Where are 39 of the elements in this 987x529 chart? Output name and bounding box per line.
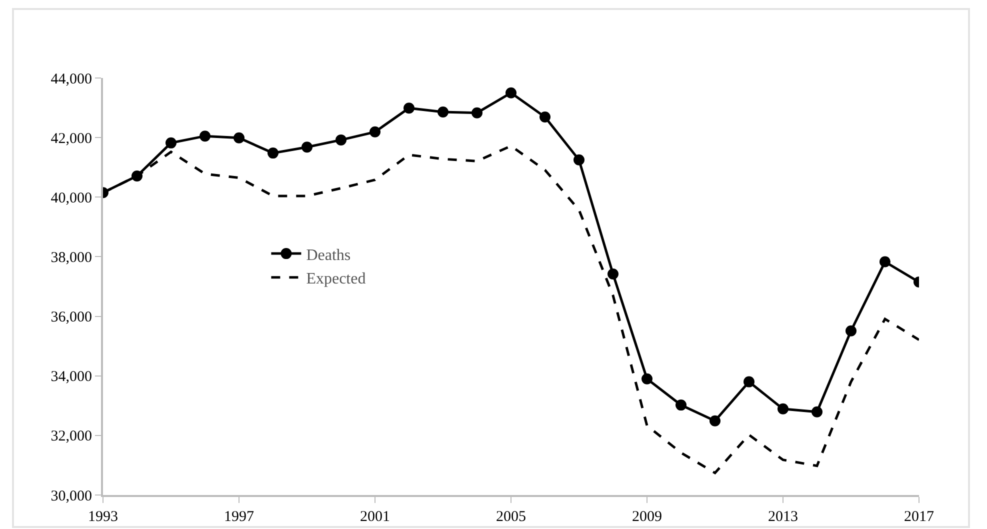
point xyxy=(506,87,516,98)
y-tick-label: 40,000 xyxy=(50,190,92,206)
point xyxy=(676,400,686,411)
point xyxy=(336,134,346,146)
point xyxy=(438,106,448,118)
point xyxy=(472,107,482,118)
point xyxy=(744,376,754,388)
point xyxy=(200,130,210,142)
x-tick-label: 2017 xyxy=(904,509,934,525)
y-tick-label: 42,000 xyxy=(50,130,92,147)
point xyxy=(608,268,618,280)
point xyxy=(166,137,176,148)
y-tick-label: 44,000 xyxy=(50,71,92,88)
point xyxy=(812,406,822,418)
point xyxy=(404,102,414,114)
point xyxy=(778,403,788,414)
point xyxy=(880,256,890,268)
legend-label: Expected xyxy=(306,270,366,288)
x-tick-label: 2009 xyxy=(632,509,662,525)
point xyxy=(370,126,380,138)
y-tick-label: 34,000 xyxy=(50,369,92,386)
x-tick-label: 1993 xyxy=(88,509,118,525)
x-tick-label: 2013 xyxy=(768,509,798,525)
point xyxy=(540,112,550,123)
y-tick-label: 36,000 xyxy=(50,310,92,326)
point xyxy=(268,148,278,159)
point xyxy=(710,415,720,426)
y-tick-label: 32,000 xyxy=(50,428,92,445)
y-tick-label: 38,000 xyxy=(50,250,92,266)
y-tick-label: 30,000 xyxy=(50,488,92,504)
point xyxy=(574,154,584,166)
x-tick-label: 2001 xyxy=(360,509,390,525)
point xyxy=(642,373,652,384)
point xyxy=(234,132,244,144)
point xyxy=(846,325,856,336)
x-tick-label: 2005 xyxy=(496,509,526,525)
point xyxy=(302,142,312,153)
legend-label: Deaths xyxy=(306,246,351,264)
x-tick-label: 1997 xyxy=(224,509,254,525)
